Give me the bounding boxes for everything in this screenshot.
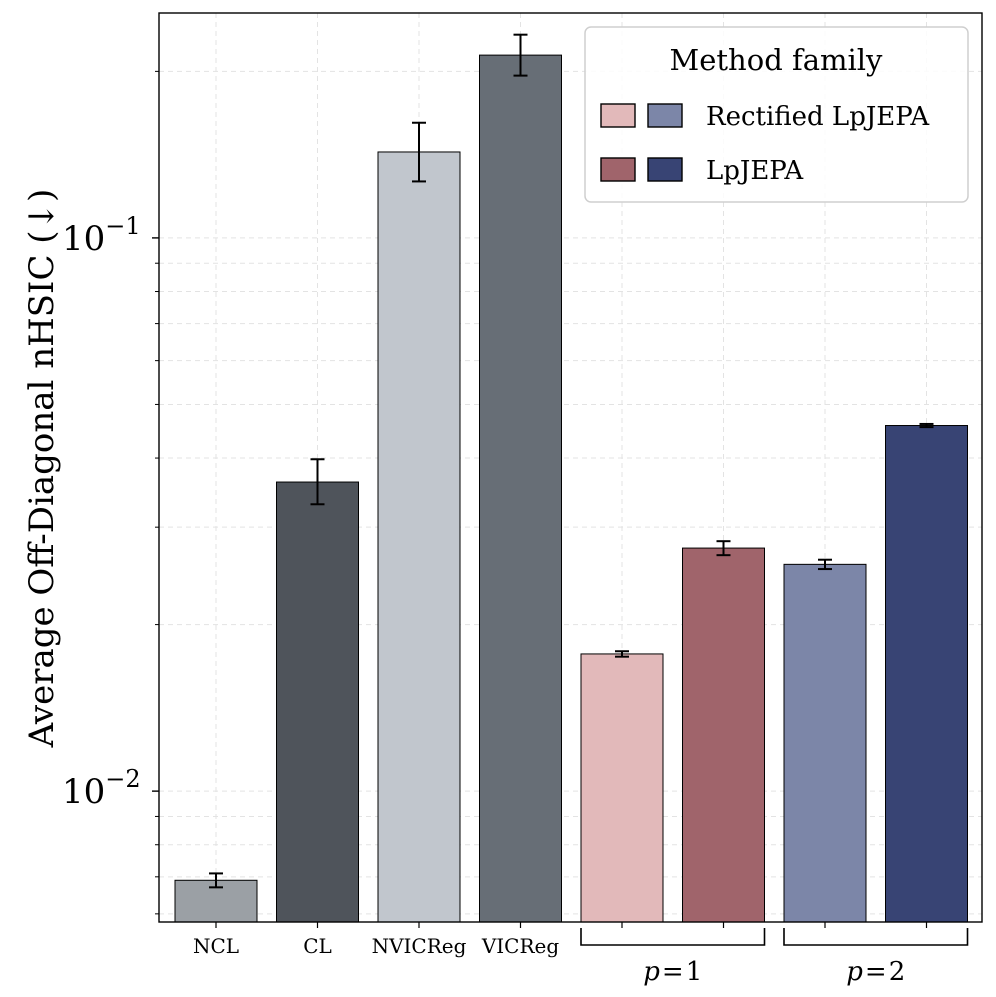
error-bar-lpjepa-p2 [919,422,934,429]
error-bar-rectified-p2 [818,558,832,571]
x-tick-label-nvicreg: NVICReg [372,934,467,958]
error-bar-ncl [209,872,223,889]
bar-rectified-p1 [580,653,664,923]
legend-swatch-rectified-b [647,103,683,128]
error-bar-cl [310,458,325,506]
bar-lpjepa-p2 [885,425,968,923]
group-label: p=2 [846,957,905,987]
error-bar-nvicreg [412,121,426,183]
legend: Method family Rectified LpJEPA LpJEPA [584,26,969,203]
group-bracket-line [580,928,766,946]
legend-swatch-lpjepa-b [647,157,683,182]
group-label: p=1 [643,957,702,987]
y-axis-ticks: 10−1 10−2 [62,70,159,915]
legend-label-rectified: Rectified LpJEPA [706,102,930,132]
bars [174,54,968,923]
y-tick-label: 10−2 [62,765,141,812]
bar-nvicreg [377,151,461,923]
legend-swatch-lpjepa-a [600,157,636,182]
x-axis-ticks: NCL CL NVICReg VICReg [193,922,928,958]
error-bars [209,33,934,889]
legend-title: Method family [670,43,884,77]
error-bar-vicreg [513,33,528,77]
bar-rectified-p2 [783,563,867,923]
plot-area-frame [158,12,983,923]
error-bar-lpjepa-p1 [716,540,731,557]
x-tick-label-vicreg: VICReg [481,934,560,958]
bar-cl [276,481,359,923]
x-tick-label-cl: CL [303,934,332,958]
legend-label-lpjepa: LpJEPA [706,156,804,186]
y-tick-label: 10−1 [62,212,141,259]
group-bracket-line [783,928,969,946]
x-tick-label-ncl: NCL [193,934,239,958]
bar-vicreg [479,54,562,923]
legend-swatch-rectified-a [600,103,636,128]
group-bracket-2: p=2 [783,928,969,987]
bar-lpjepa-p1 [682,547,765,923]
group-bracket-1: p=1 [580,928,766,987]
y-axis-title: Average Off-Diagonal nHSIC (↓) [22,189,62,749]
error-bar-rectified-p1 [615,650,629,658]
group-brackets: p=1 p=2 [580,928,969,987]
